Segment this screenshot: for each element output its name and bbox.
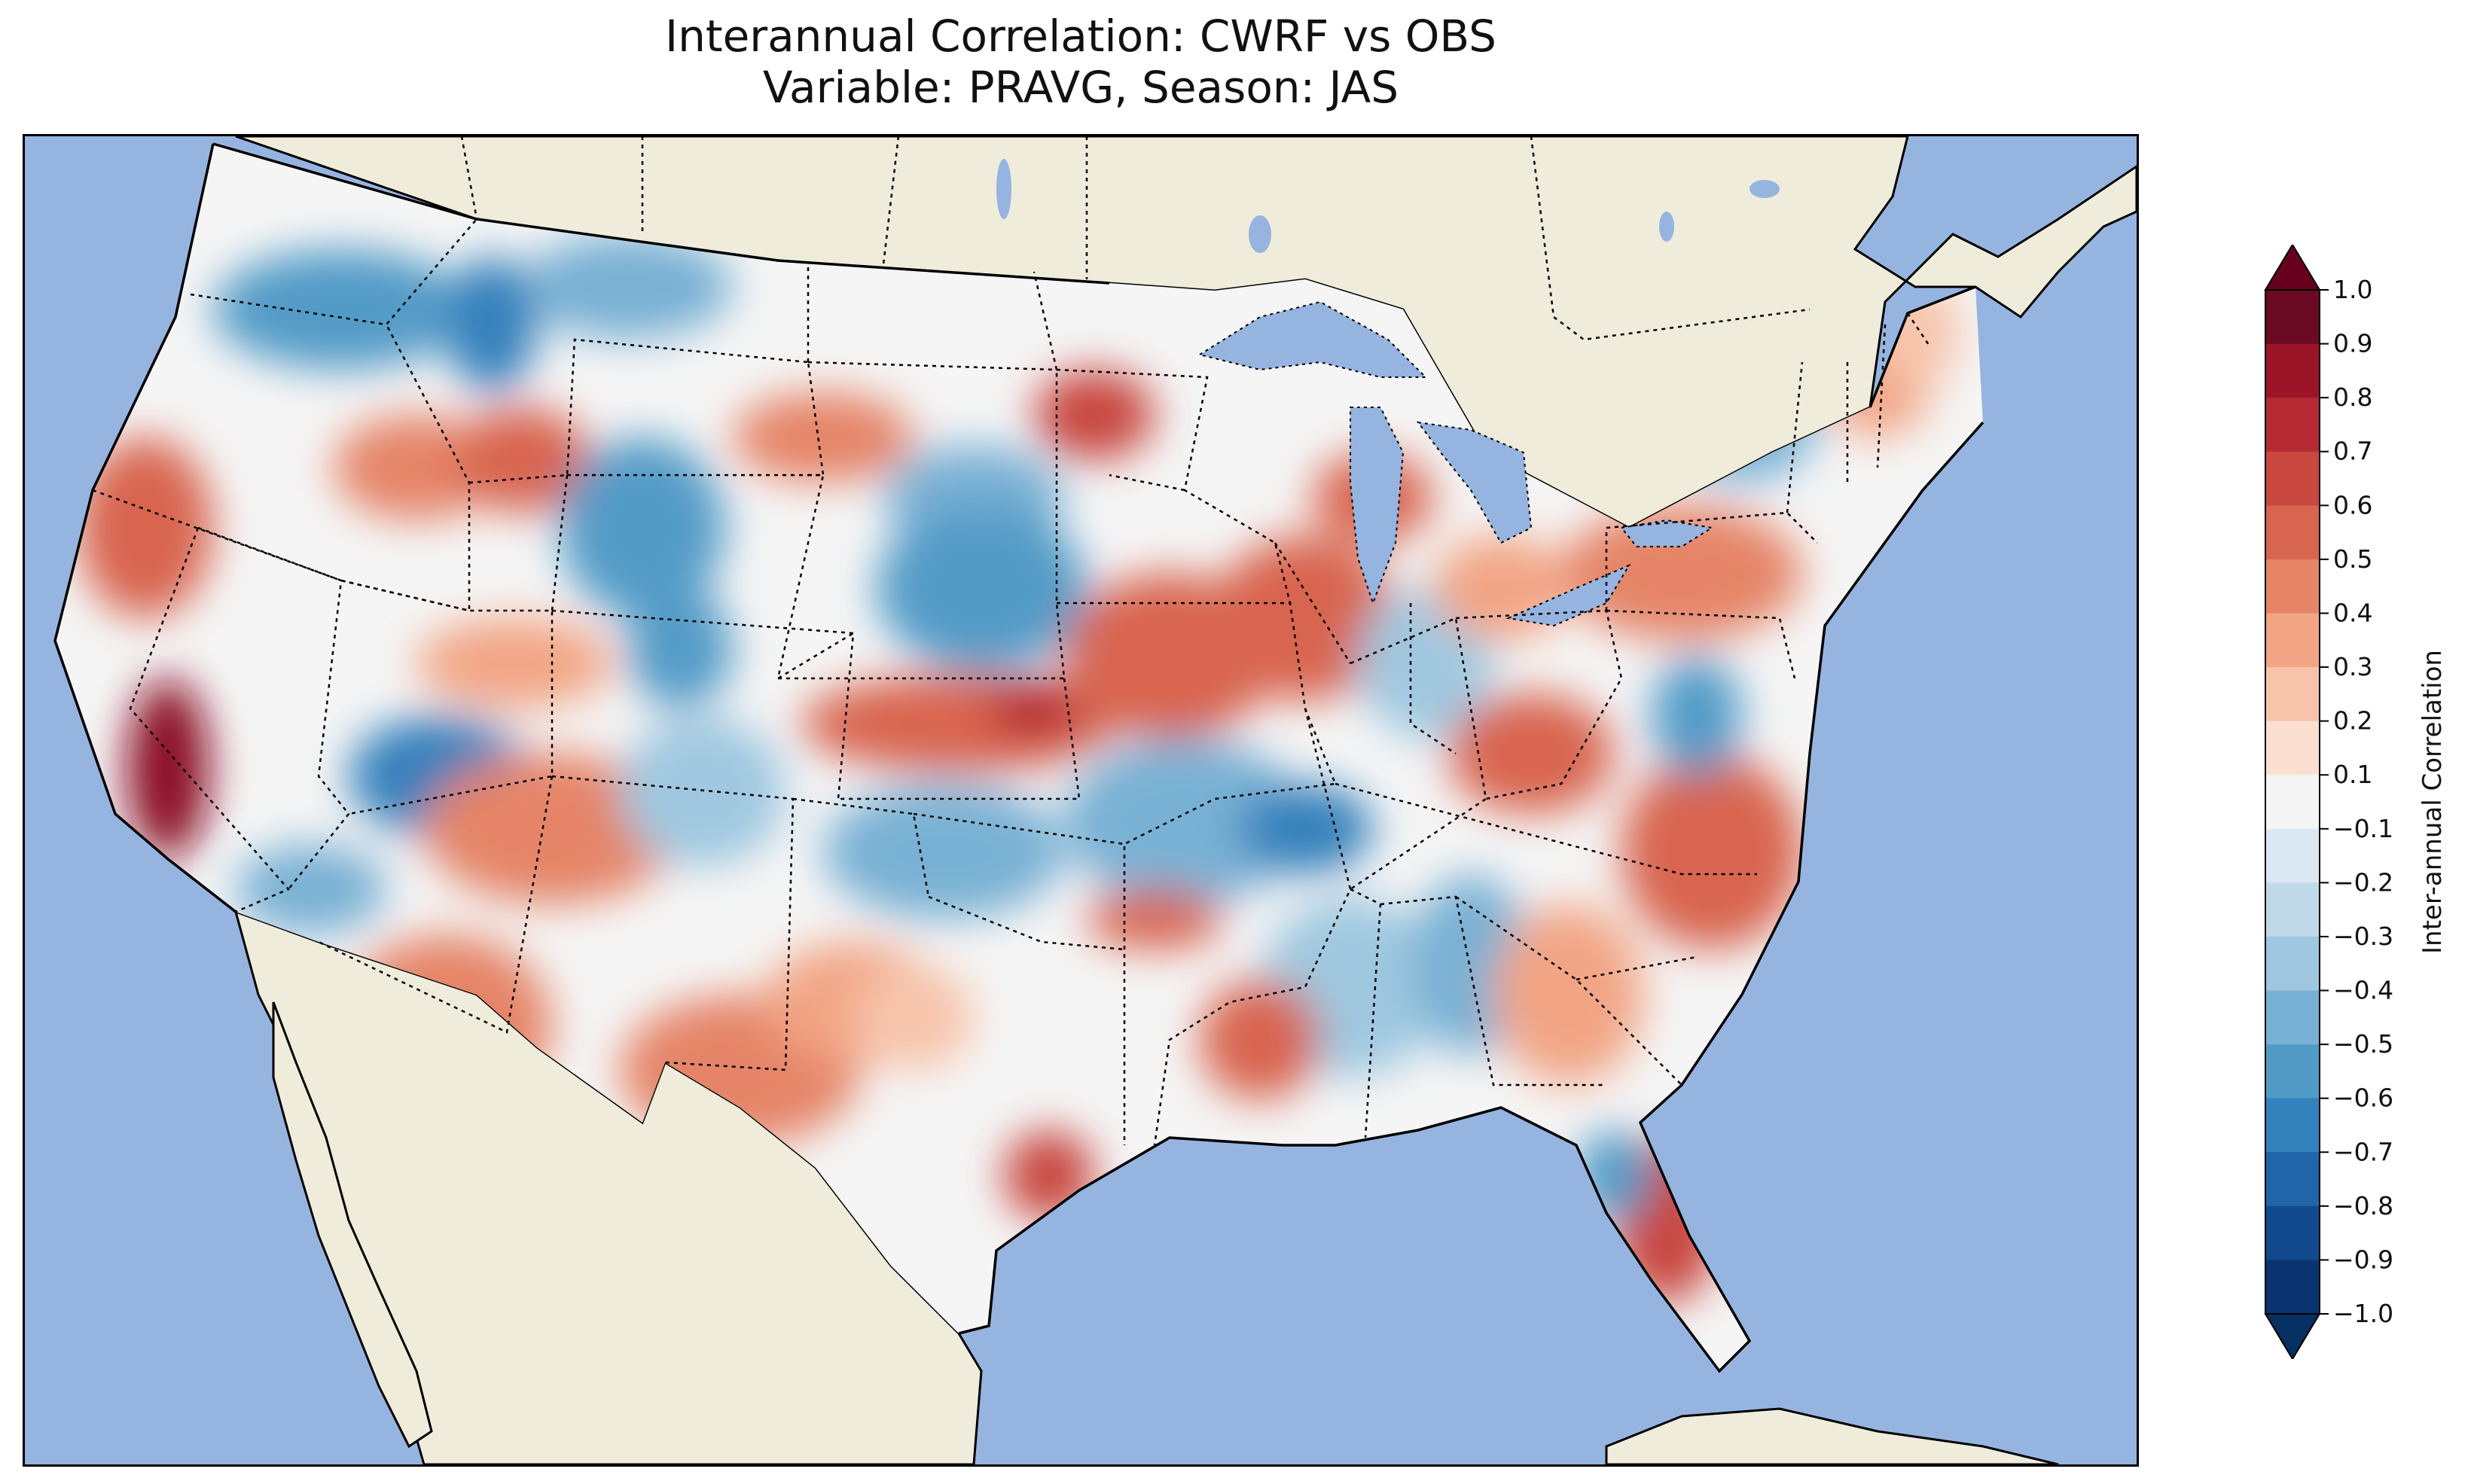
colorbar-tick-label: 0.9	[2333, 329, 2372, 358]
colorbar-tick-label: −0.3	[2333, 922, 2393, 951]
lake-superior	[1197, 300, 1428, 378]
colorbar-tick-label: 1.0	[2333, 275, 2372, 304]
great-lakes	[1197, 300, 1714, 627]
colorbar-swatch	[2265, 1044, 2320, 1099]
colorbar-swatch	[2265, 613, 2320, 668]
colorbar-swatch	[2265, 721, 2320, 776]
canada-lakes	[996, 159, 1780, 253]
lake-ontario	[1620, 519, 1714, 547]
colorbar-tick-label: −0.4	[2333, 976, 2393, 1005]
colorbar-tick-label: 0.8	[2333, 382, 2372, 412]
colorbar-tick-label: 0.5	[2333, 544, 2372, 574]
colorbar-tick-label: −1.0	[2333, 1299, 2393, 1328]
colorbar-swatch	[2265, 451, 2320, 506]
colorbar-tick-label: −0.8	[2333, 1191, 2393, 1220]
colorbar-swatch	[2265, 882, 2320, 937]
colorbar-swatch	[2265, 290, 2320, 345]
lake-huron	[1416, 421, 1533, 544]
cuba-island	[1605, 1407, 2059, 1464]
map-canvas	[53, 136, 2137, 1464]
colorbar-swatch	[2265, 1098, 2320, 1153]
colorbar-extend-min	[2264, 1313, 2321, 1359]
colorbar-swatch	[2265, 1205, 2320, 1260]
state-borders	[92, 218, 1887, 1146]
lake-erie	[1505, 563, 1631, 627]
colorbar-tick-label: 0.1	[2333, 760, 2372, 789]
colorbar-swatch	[2265, 667, 2320, 722]
colorbar-frame	[2265, 289, 2320, 1315]
colorbar-swatch	[2265, 559, 2320, 614]
colorbar-tick-label: −0.6	[2333, 1083, 2393, 1113]
colorbar-swatches	[2264, 245, 2321, 1359]
colorbar-tick-label: 0.2	[2333, 706, 2372, 736]
colorbar-extend-max	[2264, 245, 2321, 291]
province-borders	[460, 136, 1932, 348]
colorbar-tick-label: −0.5	[2333, 1029, 2393, 1059]
colorbar-axis-label: Inter-annual Correlation	[2418, 650, 2448, 954]
lake-michigan	[1350, 407, 1405, 605]
colorbar-swatch	[2265, 1152, 2320, 1207]
colorbar: 1.0 0.9 0.8 0.7 0.6 0.5 0.4 0.3 0.2 0.1 −0.1 −0.2 −0…	[2264, 245, 2393, 1359]
colorbar-swatch	[2265, 775, 2320, 830]
colorbar-tick-label: −0.2	[2333, 867, 2393, 897]
colorbar-swatch	[2265, 1260, 2320, 1315]
colorbar-swatch	[2265, 828, 2320, 883]
colorbar-swatch	[2265, 505, 2320, 560]
colorbar-tick-label: −0.9	[2333, 1245, 2393, 1274]
title-line-1: Interannual Correlation: CWRF vs OBS	[664, 11, 1496, 62]
colorbar-swatch	[2265, 936, 2320, 992]
colorbar-tick-label: −0.1	[2333, 814, 2393, 843]
colorbar-tick-label: 0.7	[2333, 437, 2372, 466]
colorbar-swatch	[2265, 343, 2320, 398]
colorbar-ticks: 1.0 0.9 0.8 0.7 0.6 0.5 0.4 0.3 0.2 0.1 −0.1 −0.2 −0…	[2320, 275, 2393, 1328]
chart-title: Interannual Correlation: CWRF vs OBS Var…	[0, 11, 2161, 113]
colorbar-swatch	[2265, 990, 2320, 1045]
colorbar-tick-label: −0.7	[2333, 1137, 2393, 1166]
baja-peninsula	[272, 1001, 433, 1449]
colorbar-swatch	[2265, 398, 2320, 453]
map-panel	[23, 134, 2139, 1467]
colorbar-tick-label: 0.4	[2333, 598, 2372, 627]
title-line-2: Variable: PRAVG, Season: JAS	[762, 62, 1399, 113]
colorbar-tick-label: 0.3	[2333, 652, 2372, 681]
colorbar-tick-label: 0.6	[2333, 490, 2372, 520]
